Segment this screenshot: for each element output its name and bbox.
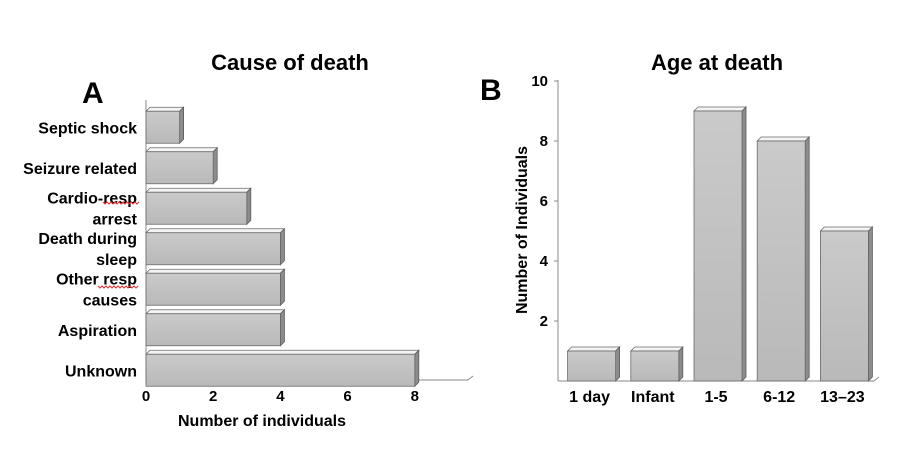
chart-b-title: Age at death (651, 50, 783, 75)
bar-1-5 (693, 106, 747, 382)
category-label-septic-shock: Septic shock (38, 120, 137, 137)
chart-a-x-axis-label: Number of individuals (178, 413, 346, 430)
category-label-infant: Infant (631, 389, 675, 406)
bar-septic-shock (145, 106, 185, 145)
chart-b: Age at death B 1 day Infant 1-5 6-12 13–23 2… (480, 50, 880, 406)
spellcheck-underline-resp (102, 201, 140, 205)
bar-seizure-related (145, 146, 219, 185)
category-label-cardio-resp-arrest: Cardio-resp arrest (47, 190, 137, 228)
category-label-1-day: 1 day (569, 389, 610, 406)
chart-b-axis-corner (873, 376, 880, 382)
chart-a-tick-label-8: 8 (411, 388, 419, 405)
category-label-13-23: 13–23 (820, 389, 865, 406)
bar-6-12 (756, 136, 811, 382)
chart-b-tick-label-10: 10 (531, 73, 548, 90)
chart-a-axis-corner (467, 375, 474, 381)
category-label-1-5: 1-5 (704, 389, 727, 406)
chart-a-tick-label-0: 0 (142, 388, 150, 405)
bar-1-day (566, 346, 621, 382)
chart-a: Cause of death A Septic shock Seizure rel… (23, 50, 474, 430)
chart-a-tick-labels: 0 2 4 6 8 (142, 388, 419, 405)
chart-a-title: Cause of death (211, 50, 369, 75)
category-label-other-resp-causes: Other resp causes (56, 271, 137, 309)
chart-b-tick-label-2: 2 (540, 313, 548, 330)
category-label-unknown: Unknown (65, 363, 137, 380)
chart-a-tick-label-6: 6 (343, 388, 351, 405)
panel-label-a: A (82, 77, 104, 110)
chart-a-bars (145, 106, 420, 388)
chart-a-tick-label-4: 4 (276, 388, 285, 405)
bar-infant (629, 346, 684, 382)
chart-b-tick-label-6: 6 (540, 193, 548, 210)
spellcheck-underline-resp-2 (97, 285, 139, 289)
bar-aspiration (145, 308, 286, 347)
chart-a-tick-label-2: 2 (209, 388, 217, 405)
category-label-death-during-sleep: Death during sleep (38, 231, 137, 269)
chart-b-bars (566, 106, 874, 382)
category-label-6-12: 6-12 (763, 389, 795, 406)
bar-unknown (145, 349, 420, 388)
bar-death-during-sleep (145, 227, 286, 266)
bar-cardio-resp-arrest (145, 187, 252, 226)
chart-b-tick-label-4: 4 (540, 253, 549, 270)
category-label-aspiration: Aspiration (58, 323, 137, 340)
bar-13-23 (819, 226, 874, 382)
chart-b-tick-labels: 2 4 6 8 10 (531, 73, 548, 330)
chart-b-category-labels: 1 day Infant 1-5 6-12 13–23 (569, 389, 865, 406)
panel-label-b: B (480, 74, 502, 107)
chart-b-y-axis-label: Number of Individuals (514, 146, 531, 314)
chart-a-category-labels: Septic shock Seizure related Cardio-resp ar… (23, 120, 140, 380)
category-label-seizure-related: Seizure related (23, 161, 137, 178)
bar-other-resp-causes (145, 268, 286, 307)
chart-b-tick-label-8: 8 (540, 133, 548, 150)
